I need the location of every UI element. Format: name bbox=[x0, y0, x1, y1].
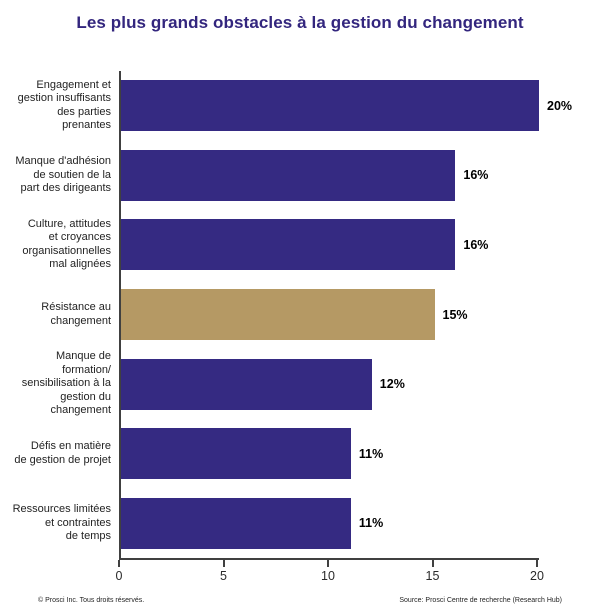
bar bbox=[121, 80, 539, 132]
value-label: 16% bbox=[463, 237, 489, 252]
bar-chart: Engagement et gestion insuffisants des p… bbox=[0, 71, 600, 591]
category-label: Manque d'adhésion de soutien de la part … bbox=[15, 155, 111, 195]
x-tick bbox=[118, 560, 120, 567]
plot-area: 20% 16% 16% 15% 12% 11% 11% bbox=[119, 71, 572, 560]
bar-row: 11% bbox=[121, 488, 539, 558]
x-tick-label: 20 bbox=[530, 569, 544, 583]
x-axis: 0 5 10 15 20 bbox=[115, 560, 544, 590]
value-label: 15% bbox=[442, 307, 468, 322]
value-label: 11% bbox=[358, 516, 384, 531]
bar-row: 12% bbox=[121, 349, 539, 419]
category-label: Culture, attitudes et croyances organisa… bbox=[22, 217, 111, 271]
bar-row: 20% bbox=[121, 71, 572, 141]
value-label: 16% bbox=[463, 168, 489, 183]
bar-highlight bbox=[121, 289, 435, 341]
category-label: Ressources limitées et contraintes de te… bbox=[12, 503, 111, 542]
value-label: 12% bbox=[379, 377, 405, 392]
bar bbox=[121, 219, 456, 271]
bar-row: 16% bbox=[121, 141, 539, 211]
x-tick bbox=[536, 560, 538, 567]
x-tick bbox=[222, 560, 225, 567]
x-tick bbox=[327, 560, 329, 567]
footer: © Prosci Inc. Tous droits réservés. Sour… bbox=[38, 597, 562, 604]
x-tick bbox=[431, 560, 434, 567]
copyright-text: © Prosci Inc. Tous droits réservés. bbox=[38, 597, 145, 604]
value-label: 20% bbox=[547, 98, 573, 113]
bar bbox=[121, 497, 351, 549]
category-label: Engagement et gestion insuffisants des p… bbox=[17, 78, 111, 132]
category-label: Résistance au changement bbox=[41, 301, 111, 327]
category-labels: Engagement et gestion insuffisants des p… bbox=[0, 71, 111, 558]
x-tick-label: 5 bbox=[220, 569, 227, 583]
x-tick-label: 15 bbox=[425, 569, 440, 583]
bar bbox=[121, 149, 456, 201]
bar-row: 11% bbox=[121, 419, 539, 489]
x-tick-label: 0 bbox=[115, 569, 123, 583]
category-label: Manque de formation/ sensibilisation à l… bbox=[21, 350, 111, 417]
bar bbox=[121, 358, 372, 410]
source-text: Source: Prosci Centre de recherche (Rese… bbox=[399, 597, 562, 604]
x-tick-label: 10 bbox=[321, 569, 335, 583]
value-label: 11% bbox=[358, 446, 384, 461]
bar bbox=[121, 428, 351, 480]
bar-row: 16% bbox=[121, 210, 539, 280]
category-label: Défis en matière de gestion de projet bbox=[14, 440, 111, 466]
page-title: Les plus grands obstacles à la gestion d… bbox=[76, 13, 524, 32]
bar-row: 15% bbox=[121, 280, 539, 350]
